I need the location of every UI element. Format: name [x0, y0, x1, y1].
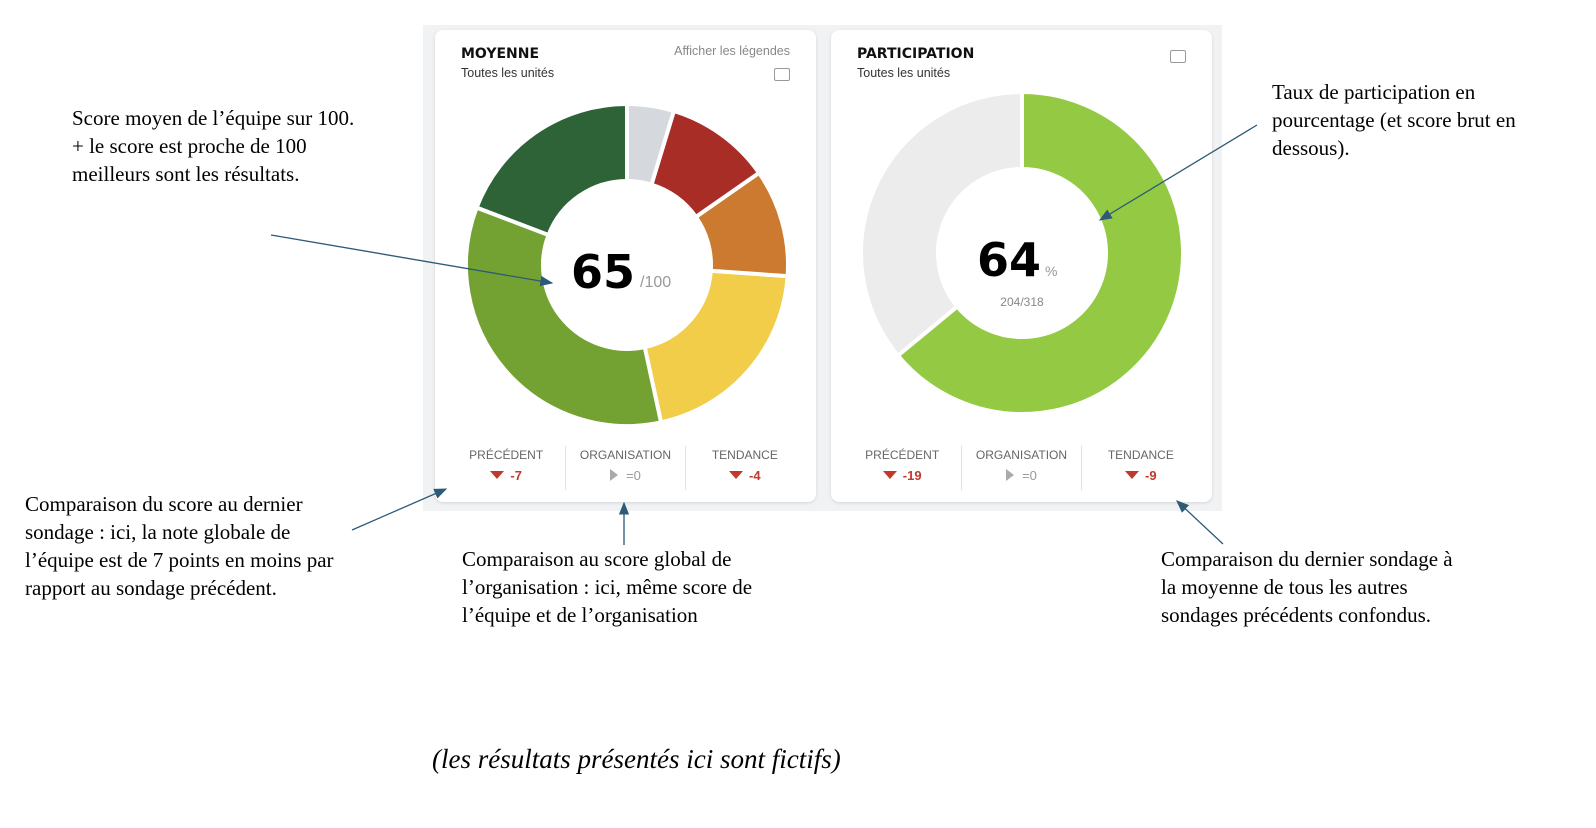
annotation-previous: Comparaison du score au dernier sondage …	[25, 492, 334, 600]
stats-row: PRÉCÉDENT -7 ORGANISATION =0 TENDANCE -4	[447, 446, 804, 490]
score-suffix: %	[1045, 263, 1057, 279]
donut-segment[interactable]	[473, 101, 629, 238]
stat-value: -4	[749, 468, 761, 483]
dashboard-panel: MOYENNE Toutes les unités Afficher les l…	[423, 25, 1222, 511]
raw-count: 204/318	[1000, 295, 1044, 309]
stat-organisation: ORGANISATION =0	[962, 446, 1082, 490]
stat-value: -9	[1145, 468, 1157, 483]
donut-segment[interactable]	[642, 268, 790, 425]
donut-segment[interactable]	[693, 170, 790, 279]
donut-segment[interactable]	[625, 101, 677, 188]
stat-trend: TENDANCE -9	[1082, 446, 1200, 490]
stat-label: TENDANCE	[711, 448, 778, 462]
image-icon[interactable]	[774, 68, 790, 81]
participation-donut: 64 % 204/318	[859, 89, 1185, 416]
right-triangle-icon	[610, 469, 619, 481]
moyenne-donut: 65 /100	[464, 101, 790, 428]
stats-row: PRÉCÉDENT -19 ORGANISATION =0 TENDANCE -9	[843, 446, 1200, 490]
stat-value: -7	[510, 468, 522, 483]
score-value: 64	[977, 233, 1041, 287]
moyenne-card: MOYENNE Toutes les unités Afficher les l…	[435, 30, 816, 502]
stat-value: -19	[902, 468, 922, 483]
card-subtitle: Toutes les unités	[857, 66, 951, 80]
stat-previous: PRÉCÉDENT -19	[843, 446, 963, 490]
image-icon[interactable]	[1170, 50, 1186, 63]
stat-organisation: ORGANISATION =0	[566, 446, 686, 490]
annotation-score: Score moyen de l’équipe sur 100. + le sc…	[72, 106, 355, 186]
stat-value: =0	[626, 468, 641, 483]
show-legends-link[interactable]: Afficher les légendes	[674, 44, 790, 58]
down-triangle-icon	[490, 471, 505, 479]
down-triangle-icon	[882, 471, 897, 479]
stat-trend: TENDANCE -4	[686, 446, 804, 490]
score-value: 65	[571, 245, 635, 299]
stat-previous: PRÉCÉDENT -7	[447, 446, 567, 490]
stat-label: ORGANISATION	[579, 448, 672, 462]
stat-label: PRÉCÉDENT	[469, 448, 544, 462]
card-subtitle: Toutes les unités	[461, 66, 555, 80]
donut-segment[interactable]	[859, 89, 1024, 359]
participation-card: PARTICIPATION Toutes les unités 64 % 204…	[831, 30, 1212, 502]
score-suffix: /100	[640, 274, 671, 291]
right-triangle-icon	[1006, 469, 1015, 481]
footnote: (les résultats présentés ici sont fictif…	[432, 744, 841, 774]
down-triangle-icon	[729, 471, 744, 479]
stat-label: PRÉCÉDENT	[865, 448, 940, 462]
stat-label: ORGANISATION	[975, 448, 1068, 462]
annotation-organisation: Comparaison au score global de l’organis…	[462, 547, 753, 627]
card-title: PARTICIPATION	[857, 46, 975, 62]
down-triangle-icon	[1125, 471, 1140, 479]
stat-value: =0	[1022, 468, 1037, 483]
donut-segment[interactable]	[464, 205, 664, 428]
annotation-participation: Taux de participation en pourcentage (et…	[1272, 80, 1516, 160]
annotation-trend: Comparaison du dernier sondage à la moye…	[1161, 547, 1453, 627]
stat-label: TENDANCE	[1107, 448, 1174, 462]
card-title: MOYENNE	[461, 46, 540, 62]
donut-segment[interactable]	[648, 108, 762, 220]
